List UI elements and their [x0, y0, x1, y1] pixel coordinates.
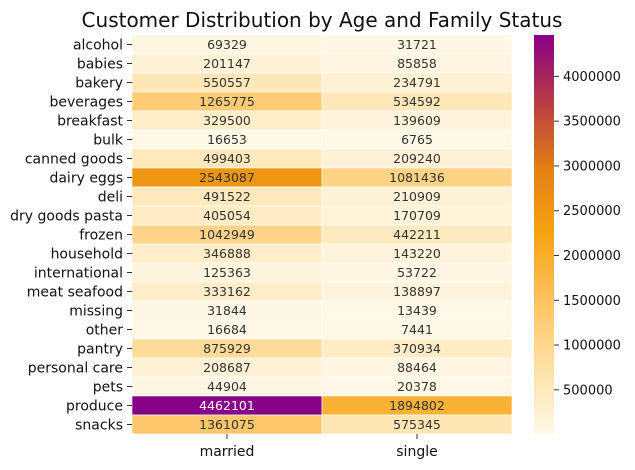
- cell-value-label: 491522: [203, 189, 251, 204]
- cell-value-label: 329500: [203, 113, 251, 128]
- row-label: meat seafood: [27, 285, 123, 301]
- cell-value-label: 138897: [393, 284, 441, 299]
- cell-value-label: 405054: [203, 208, 251, 223]
- cell-value-label: 16653: [207, 132, 247, 147]
- chart-title: Customer Distribution by Age and Family …: [82, 8, 563, 32]
- row-label: other: [86, 323, 124, 339]
- colorbar-tick-label: 1500000: [563, 294, 621, 309]
- cell-value-label: 2543087: [199, 170, 255, 185]
- row-label: pantry: [77, 342, 123, 358]
- column-labels: married single: [200, 434, 438, 460]
- colorbar-tick-label: 1000000: [563, 339, 621, 354]
- cell-value-label: 139609: [393, 113, 441, 128]
- row-label: pets: [93, 380, 123, 396]
- colorbar-tick-label: 3500000: [563, 115, 621, 130]
- row-labels: alcohol babies bakery beverages breakfast bul…: [10, 38, 132, 434]
- colorbar-tick-label: 4000000: [563, 70, 621, 85]
- cell-value-label: 209240: [393, 151, 441, 166]
- cell-value-label: 69329: [207, 37, 247, 52]
- cell-value-label: 1894802: [389, 398, 445, 413]
- cell-value-label: 534592: [393, 94, 441, 109]
- colorbar-gradient: [534, 35, 554, 434]
- row-label: breakfast: [57, 114, 123, 130]
- row-label: produce: [66, 399, 123, 415]
- cell-value-label: 85858: [397, 56, 437, 71]
- colorbar: 500000 1000000 1500000 2000000 2500000 300000…: [534, 35, 621, 434]
- cell-value-label: 1042949: [199, 227, 255, 242]
- row-label: personal care: [28, 361, 123, 377]
- cell-value-label: 7441: [401, 322, 433, 337]
- cell-value-label: 53722: [397, 265, 437, 280]
- cell-value-label: 210909: [393, 189, 441, 204]
- cell-value-label: 31844: [207, 303, 247, 318]
- cell-value-label: 442211: [393, 227, 441, 242]
- cell-value-label: 333162: [203, 284, 251, 299]
- cell-value-label: 499403: [203, 151, 251, 166]
- row-label: alcohol: [73, 38, 123, 54]
- cell-value-label: 370934: [393, 341, 441, 356]
- cell-value-label: 208687: [203, 360, 251, 375]
- cell-value-label: 550557: [203, 75, 251, 90]
- column-label: single: [396, 444, 437, 460]
- row-label: babies: [77, 57, 123, 73]
- colorbar-tick-label: 3000000: [563, 159, 621, 174]
- row-label: dry goods pasta: [10, 209, 123, 225]
- cell-value-label: 1361075: [199, 417, 255, 432]
- row-label: deli: [98, 190, 123, 206]
- row-label: beverages: [49, 95, 123, 111]
- cell-value-label: 575345: [393, 417, 441, 432]
- column-label: married: [200, 444, 255, 460]
- cell-value-label: 875929: [203, 341, 251, 356]
- row-label: frozen: [79, 228, 123, 244]
- row-label: snacks: [75, 418, 123, 434]
- cell-value-label: 13439: [397, 303, 437, 318]
- cell-value-label: 6765: [401, 132, 433, 147]
- cell-value-label: 1265775: [199, 94, 255, 109]
- cell-value-label: 170709: [393, 208, 441, 223]
- cell-value-label: 20378: [397, 379, 437, 394]
- cell-value-label: 346888: [203, 246, 251, 261]
- cell-value-label: 1081436: [389, 170, 445, 185]
- row-label: bakery: [75, 76, 123, 92]
- cell-value-label: 31721: [397, 37, 437, 52]
- cell-value-label: 16684: [207, 322, 247, 337]
- colorbar-tick-label: 500000: [563, 383, 613, 398]
- colorbar-tick-label: 2000000: [563, 249, 621, 264]
- cell-value-label: 4462101: [199, 398, 255, 413]
- heatmap-cells: 69329 31721 201147 85858 550557 234791 1265775…: [131, 34, 513, 435]
- row-label: missing: [69, 304, 123, 320]
- cell-value-label: 88464: [397, 360, 437, 375]
- row-label: household: [51, 247, 123, 263]
- row-label: bulk: [93, 133, 124, 149]
- row-label: dairy eggs: [49, 171, 123, 187]
- cell-value-label: 125363: [203, 265, 251, 280]
- colorbar-tick-label: 2500000: [563, 204, 621, 219]
- row-label: canned goods: [25, 152, 123, 168]
- cell-value-label: 201147: [203, 56, 251, 71]
- row-label: international: [34, 266, 123, 282]
- cell-value-label: 44904: [207, 379, 247, 394]
- cell-value-label: 234791: [393, 75, 441, 90]
- cell-value-label: 143220: [393, 246, 441, 261]
